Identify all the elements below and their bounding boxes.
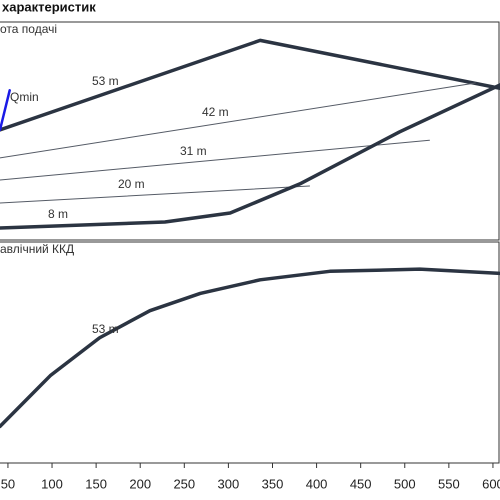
series-line: [0, 83, 500, 230]
x-tick-label: 500: [394, 476, 416, 491]
y-axis-label: авлічний ККД: [0, 242, 74, 256]
series-label: 20 m: [118, 177, 145, 191]
series-line: [0, 38, 500, 132]
x-tick-label: 450: [350, 476, 372, 491]
series-line: [0, 89, 11, 132]
x-tick-label: 300: [218, 476, 240, 491]
page-title: характеристик: [2, 0, 96, 14]
series-line: [0, 267, 500, 429]
panel-frame: [0, 21, 500, 241]
series-label: 8 m: [48, 207, 68, 221]
series-line: [0, 139, 430, 181]
x-tick-label: 400: [306, 476, 328, 491]
series-line: [0, 185, 311, 204]
x-tick-label: 150: [85, 476, 107, 491]
series-label: 53 m: [92, 322, 119, 336]
x-tick-label: 350: [262, 476, 284, 491]
x-tick-label: 250: [173, 476, 195, 491]
series-line: [0, 82, 476, 159]
series-label: 31 m: [180, 144, 207, 158]
series-label: 42 m: [202, 105, 229, 119]
x-tick-label: 200: [129, 476, 151, 491]
panel-frame: [0, 241, 500, 464]
series-label: Qmin: [10, 90, 39, 104]
x-tick-label: 100: [41, 476, 63, 491]
x-tick-label: 550: [438, 476, 460, 491]
x-tick-label: 600: [482, 476, 500, 491]
y-axis-label: ота подачі: [0, 22, 57, 36]
x-tick-label: 50: [1, 476, 15, 491]
series-label: 53 m: [92, 74, 119, 88]
